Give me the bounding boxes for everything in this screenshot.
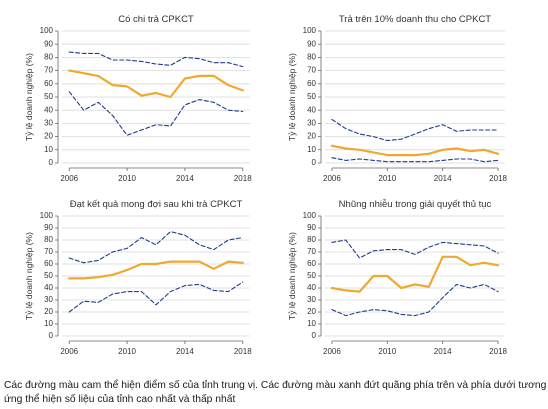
y-tick-label: 90 [44,223,53,232]
series-line-max [68,231,244,264]
x-tick-label: 2018 [234,174,252,183]
y-tick-label: 90 [307,223,316,232]
y-tick-label: 30 [44,119,53,128]
y-tick-label: 50 [307,92,316,101]
x-tick-label: 2014 [176,347,194,356]
y-tick-label: 0 [312,331,317,340]
y-tick-label: 10 [44,319,53,328]
y-tick-label: 70 [307,66,316,75]
x-tick-label: 2010 [118,174,136,183]
y-tick-label: 90 [44,39,53,48]
chart-panel-3: Đạt kết quả mong đợi sau khi trả CPKCT 0 1… [24,199,252,356]
series-line-max [68,51,244,68]
y-tick-label: 10 [307,145,316,154]
y-tick-label: 50 [44,271,53,280]
y-tick-label: 30 [44,295,53,304]
figure-caption: Các đường màu cam thể hiện điểm số của t… [4,380,547,405]
y-tick-label: 20 [307,307,316,316]
y-tick-label: 80 [44,53,53,62]
y-tick-label: 100 [40,26,54,35]
series-line-median [68,69,244,99]
series-line-min [331,157,499,163]
y-tick-label: 10 [307,319,316,328]
y-tick-label: 40 [307,283,316,292]
y-tick-label: 50 [307,271,316,280]
y-tick-label: 80 [307,53,316,62]
chart-title: Có chi trả CPKCT [118,14,194,25]
x-tick-label: 2018 [234,347,252,356]
series-line-median [330,255,500,293]
chart-title: Trả trên 10% doanh thu cho CPKCT [339,14,491,25]
y-tick-label: 50 [44,92,53,101]
y-tick-label: 70 [44,247,53,256]
x-tick-label: 2010 [118,347,136,356]
y-tick-label: 70 [307,247,316,256]
x-tick-label: 2018 [489,174,507,183]
series-line-max [331,239,499,259]
chart-panel-1: Có chi trả CPKCT 0 10 20 30 40 50 60 70 80 90 100 Tỷ… [24,14,252,183]
y-tick-label: 30 [307,295,316,304]
series-line-min [331,283,499,317]
y-tick-label: 100 [303,26,317,35]
y-axis-label: Tỷ lệ doanh nghiệp (%) [287,232,297,320]
series-line-median [330,144,500,157]
x-tick-label: 2014 [176,174,194,183]
y-tick-label: 10 [44,145,53,154]
chart-title: Nhũng nhiễu trong giải quyết thủ tục [339,199,492,210]
y-axis-label: Tỷ lệ doanh nghiệp (%) [287,53,297,141]
y-tick-label: 100 [303,211,317,220]
y-axis-label: Tỷ lệ doanh nghiệp (%) [24,232,34,320]
y-tick-label: 20 [44,307,53,316]
y-tick-label: 60 [307,79,316,88]
x-tick-label: 2006 [323,347,341,356]
y-tick-label: 40 [307,105,316,114]
y-tick-label: 30 [307,119,316,128]
y-tick-label: 40 [44,283,53,292]
x-tick-label: 2010 [378,174,396,183]
x-tick-label: 2006 [323,174,341,183]
y-tick-label: 0 [49,331,54,340]
charts-grid: Có chi trả CPKCT0102030405060708090100Tỷ… [24,14,508,356]
y-axis-label: Tỷ lệ doanh nghiệp (%) [24,53,34,141]
chart-panel-4: Nhũng nhiễu trong giải quyết thủ tục 0 10 2… [287,199,508,356]
y-tick-label: 0 [49,158,54,167]
y-tick-label: 20 [44,132,53,141]
y-tick-label: 0 [312,158,317,167]
y-tick-label: 90 [307,39,316,48]
series-line-min [68,281,244,313]
y-tick-label: 40 [44,105,53,114]
y-tick-label: 60 [307,259,316,268]
y-tick-label: 80 [307,235,316,244]
y-tick-label: 20 [307,132,316,141]
x-tick-label: 2018 [489,347,507,356]
chart-title: Đạt kết quả mong đợi sau khi trả CPKCT [70,199,243,210]
x-tick-label: 2006 [60,347,78,356]
x-tick-label: 2006 [60,174,78,183]
chart-panel-2: Trả trên 10% doanh thu cho CPKCT 0 10 20 30 4… [287,14,508,183]
y-tick-label: 80 [44,235,53,244]
series-line-min [68,91,244,136]
x-tick-label: 2014 [434,174,452,183]
y-tick-label: 60 [44,259,53,268]
y-tick-label: 60 [44,79,53,88]
series-line-median [68,260,244,280]
x-tick-label: 2010 [378,347,396,356]
y-tick-label: 70 [44,66,53,75]
y-tick-label: 100 [40,211,54,220]
series-line-max [331,118,499,142]
x-tick-label: 2014 [434,347,452,356]
